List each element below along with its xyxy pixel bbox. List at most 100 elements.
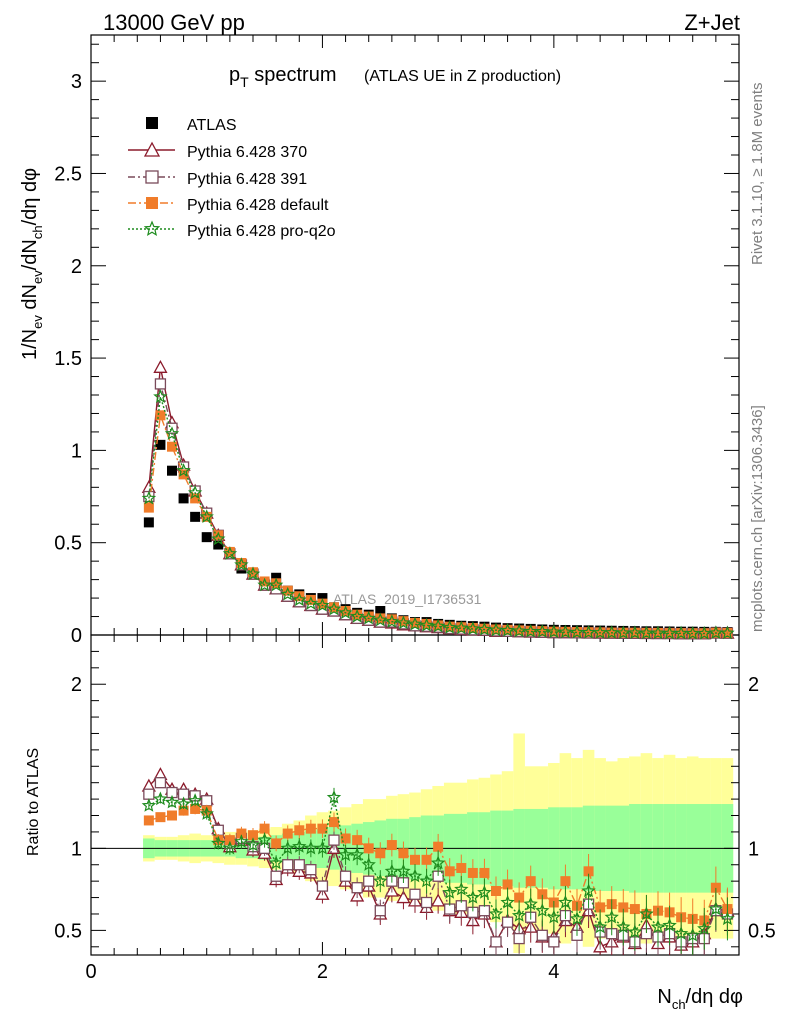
data-point (280, 840, 295, 855)
data-point (676, 628, 687, 639)
ratio-y-tick-label-right: 1 (748, 838, 759, 860)
header-left: 13000 GeV pp (103, 10, 245, 35)
data-point (616, 919, 631, 934)
data-point (317, 823, 328, 834)
data-point (685, 927, 700, 942)
data-point (604, 909, 619, 924)
data-point (349, 608, 365, 623)
data-point (430, 618, 446, 633)
data-point (176, 796, 191, 811)
data-point (315, 840, 330, 855)
legend-label: Pythia 6.428 default (187, 197, 329, 214)
svg-text:(ATLAS UE in Z production): (ATLAS UE in Z production) (364, 68, 561, 85)
ratio-y-tick-label: 1 (71, 838, 82, 860)
data-point (662, 917, 677, 932)
svg-text:pT spectrum: pT spectrum (229, 64, 337, 90)
data-point (558, 894, 573, 909)
data-point (363, 875, 375, 887)
data-point (271, 838, 282, 849)
data-point (490, 936, 502, 948)
data-point (396, 615, 411, 630)
data-point (190, 493, 201, 504)
main-y-tick-label: 0.5 (54, 533, 82, 555)
data-point (374, 905, 386, 917)
side-label-mcplots: mcplots.cern.ch [arXiv:1306.3436] (749, 405, 766, 632)
data-point (572, 627, 582, 638)
ratio-series-4 (141, 787, 735, 955)
main-y-tick-label: 2.5 (54, 163, 82, 185)
data-point (143, 517, 154, 528)
data-point (146, 197, 158, 209)
watermark: ATLAS_2019_I1736531 (333, 591, 482, 607)
data-point (467, 867, 478, 878)
data-point (419, 873, 434, 888)
data-point (141, 798, 157, 812)
data-point (167, 441, 177, 452)
data-point (581, 883, 596, 898)
data-point (190, 511, 201, 522)
data-point (351, 882, 363, 894)
data-point (722, 627, 733, 638)
data-point (673, 926, 689, 940)
data-point (293, 859, 305, 871)
data-point (328, 834, 340, 846)
data-point (352, 835, 363, 846)
data-point (511, 908, 527, 922)
data-point (641, 627, 652, 638)
data-point (363, 611, 374, 622)
data-point (650, 919, 666, 934)
ratio-y-tick-label: 0.5 (54, 920, 82, 942)
data-point (375, 613, 386, 624)
data-point (708, 901, 724, 916)
data-point (548, 626, 559, 637)
data-point (155, 812, 166, 823)
data-point (491, 886, 501, 896)
data-point (329, 602, 339, 613)
data-point (592, 919, 608, 934)
legend: ATLAS Pythia 6.428 370 Pythia 6.428 391 Pyt… (128, 117, 336, 240)
data-point (236, 828, 247, 839)
data-point (477, 621, 492, 636)
data-point (537, 889, 548, 900)
ratio-plot-data (141, 767, 735, 955)
data-point (442, 620, 457, 634)
ratio-y-tick-label-right: 0.5 (748, 920, 776, 942)
data-point (282, 828, 293, 839)
data-point (213, 530, 224, 541)
data-point (511, 623, 527, 638)
main-y-tick-label: 1.5 (54, 348, 82, 370)
data-point (154, 378, 167, 390)
data-point (199, 509, 214, 523)
data-point (187, 793, 203, 807)
data-point (639, 906, 654, 921)
data-point (245, 566, 261, 581)
data-point (592, 625, 608, 639)
data-point (673, 625, 689, 640)
data-point (222, 840, 238, 855)
data-point (292, 839, 307, 853)
data-point (465, 890, 481, 904)
data-point (155, 439, 166, 450)
data-point (514, 625, 525, 636)
data-point (560, 626, 571, 637)
data-point (546, 624, 562, 639)
data-point (155, 410, 166, 421)
data-point (535, 903, 550, 917)
data-point (685, 625, 700, 640)
data-point (178, 493, 189, 504)
data-point (710, 882, 721, 893)
data-point (537, 626, 548, 637)
data-point (456, 863, 467, 874)
data-point (338, 847, 353, 862)
data-point (627, 924, 643, 939)
main-y-axis-label: 1/Nev dNev/dNch/dη dφ (19, 168, 45, 360)
data-point (146, 117, 158, 129)
data-point (720, 911, 735, 926)
data-point (664, 628, 675, 639)
data-point (317, 598, 328, 609)
data-point (535, 624, 550, 638)
data-point (257, 577, 272, 592)
data-point (536, 929, 548, 941)
data-point (525, 625, 536, 636)
